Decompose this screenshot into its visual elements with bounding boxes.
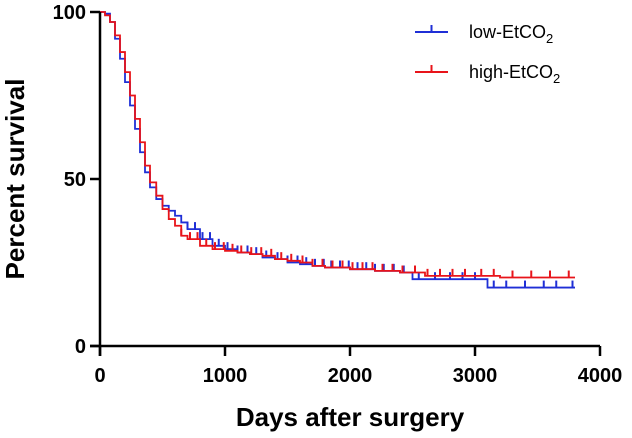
y-tick-label: 100 <box>53 2 86 24</box>
series-low-etco2 <box>100 11 575 289</box>
y-axis-title: Percent survival <box>0 79 30 280</box>
x-tick-label: 0 <box>94 365 105 387</box>
y-tick-label: 0 <box>75 336 86 358</box>
plot-area <box>100 11 575 289</box>
legend-label: high-EtCO2 <box>469 62 560 86</box>
x-tick-label: 3000 <box>453 365 498 387</box>
x-axis-title: Days after surgery <box>236 402 465 432</box>
legend-label: low-EtCO2 <box>469 22 553 46</box>
x-tick-label: 1000 <box>203 365 248 387</box>
legend-item: high-EtCO2 <box>415 62 560 86</box>
x-tick-label: 2000 <box>328 365 373 387</box>
y-tick-label: 50 <box>64 169 86 191</box>
series-line <box>100 11 575 279</box>
legend: low-EtCO2 high-EtCO2 <box>415 22 560 86</box>
series-high-etco2 <box>100 11 575 279</box>
legend-item: low-EtCO2 <box>415 22 553 46</box>
series-line <box>100 11 575 289</box>
x-tick-label: 4000 <box>578 365 623 387</box>
